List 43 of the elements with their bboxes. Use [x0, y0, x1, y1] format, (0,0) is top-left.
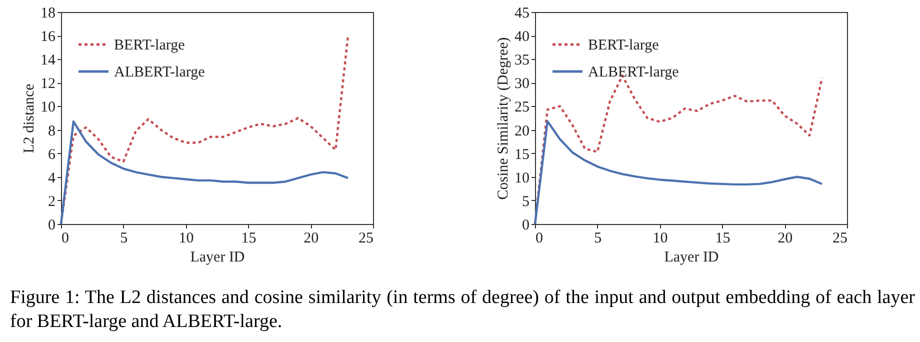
y-tick-label: 14 — [40, 52, 56, 69]
y-tick-label: 10 — [40, 100, 56, 116]
x-tick-label: 25 — [358, 230, 374, 246]
x-tick-label: 0 — [62, 230, 69, 246]
caption: Figure 1: The L2 distances and cosine similarity (in terms of degree) of the input and output embedding of each layer for BERT-large and ALBERT-large. — [10, 286, 915, 334]
line-series — [60, 120, 350, 226]
line-series — [534, 120, 824, 226]
y-tick-label: 8 — [48, 123, 56, 140]
y-axis-title: L2 distance — [22, 83, 38, 154]
y-tick-label: 0 — [48, 218, 56, 234]
y-tick-label: 4 — [48, 170, 56, 186]
x-tick-label: 10 — [178, 230, 194, 246]
x-tick-label: 25 — [832, 230, 848, 246]
y-tick-label: 10 — [514, 170, 530, 186]
x-tick-label: 5 — [120, 230, 128, 246]
legend-label: ALBERT-large — [588, 64, 680, 80]
y-tick-label: 40 — [514, 29, 530, 46]
y-tick-label: 15 — [514, 146, 530, 163]
y-tick-label: 20 — [514, 123, 530, 140]
y-tick-label: 25 — [514, 100, 530, 116]
y-tick-label: 0 — [522, 218, 530, 234]
x-tick-label: 10 — [652, 230, 668, 246]
x-axis-title: Layer ID — [664, 250, 719, 266]
y-tick-label: 16 — [40, 29, 56, 46]
x-tick-label: 15 — [241, 230, 256, 246]
y-tick-label: 18 — [40, 6, 56, 22]
y-tick-label: 30 — [514, 76, 530, 92]
x-tick-label: 0 — [536, 230, 543, 246]
legend-label: ALBERT-large — [114, 64, 206, 80]
x-tick-label: 20 — [778, 230, 793, 246]
legend-label: BERT-large — [114, 38, 186, 54]
y-tick-label: 6 — [48, 146, 56, 163]
y-tick-label: 2 — [48, 194, 56, 210]
y-tick-label: 5 — [522, 194, 530, 210]
y-tick-label: 35 — [514, 52, 530, 69]
y-tick-label: 45 — [514, 6, 530, 22]
x-tick-label: 15 — [715, 230, 730, 246]
y-tick-label: 12 — [40, 76, 56, 92]
y-axis-title: Cosine Similarity (Degree) — [496, 37, 512, 200]
x-tick-label: 5 — [594, 230, 602, 246]
x-axis-title: Layer ID — [190, 250, 245, 266]
x-tick-label: 20 — [304, 230, 319, 246]
legend-label: BERT-large — [588, 38, 660, 54]
